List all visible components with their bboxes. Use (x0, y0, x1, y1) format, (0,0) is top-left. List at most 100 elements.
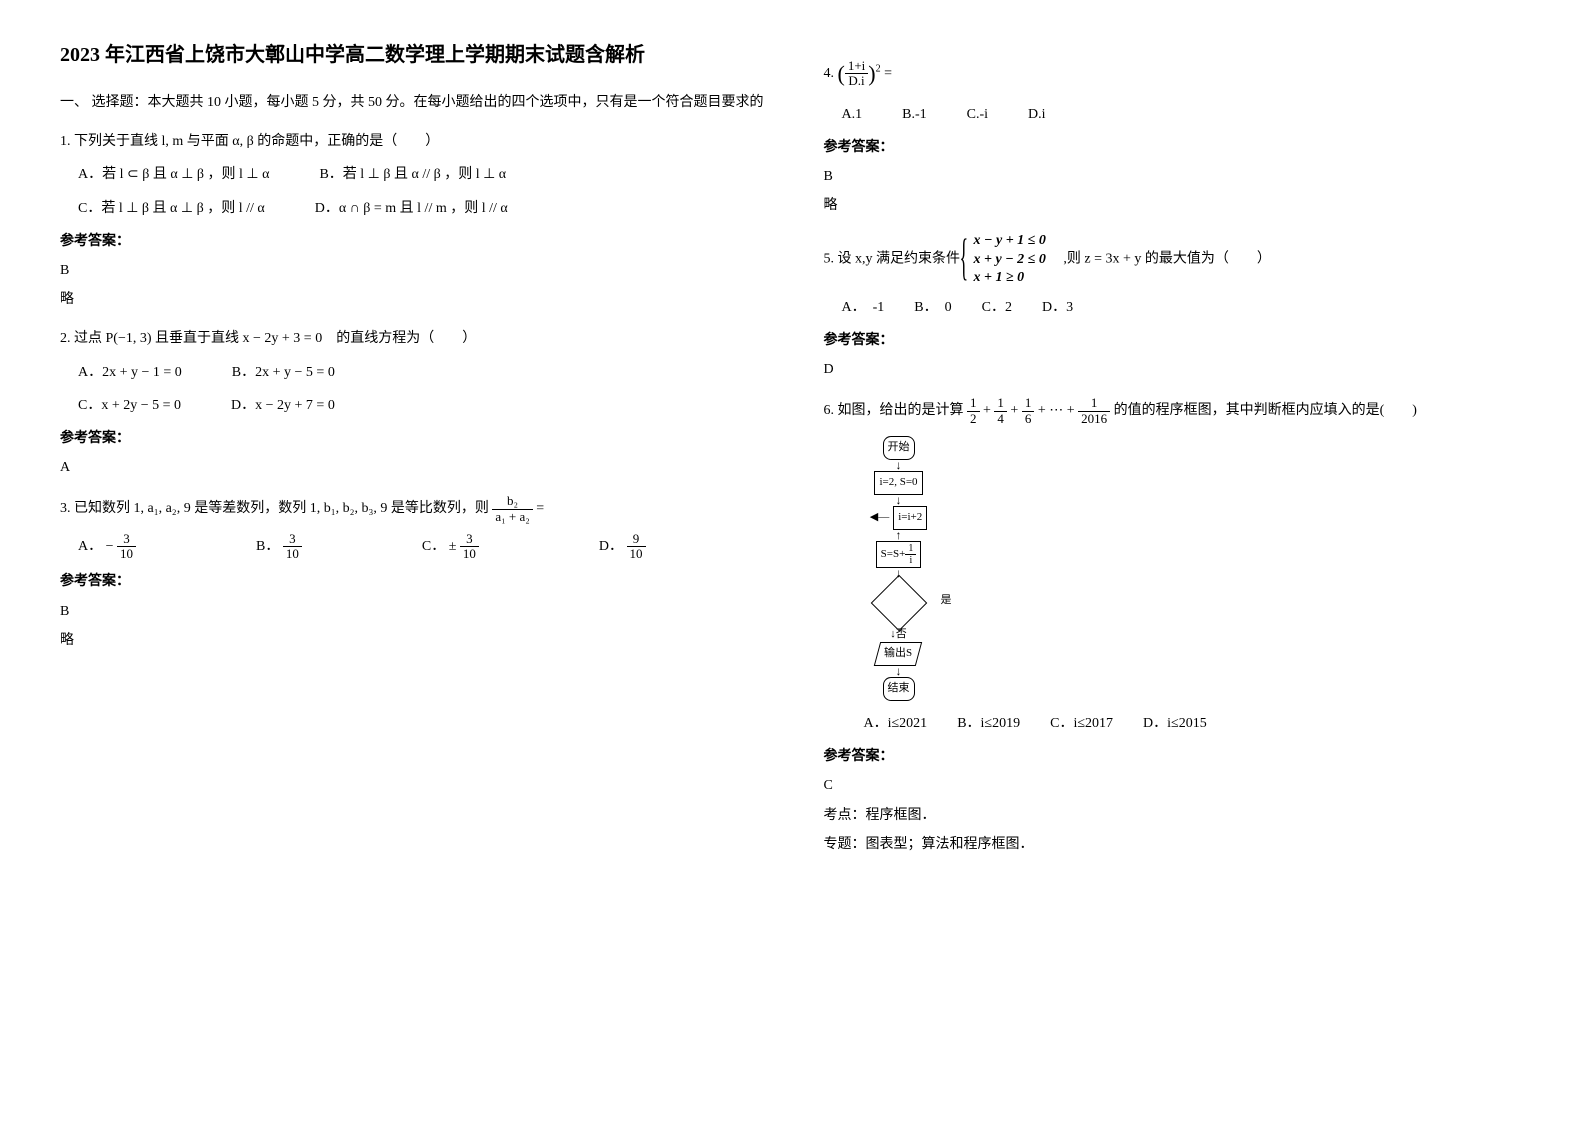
q6-s4n: 1 (1078, 396, 1110, 411)
q6-post: 的值的程序框图，其中判断框内应填入的是( ) (1114, 403, 1417, 418)
q3-opt-d: D． 910 (599, 532, 646, 562)
fc-out-text: 输出S (884, 644, 912, 664)
q3-c-d: 10 (460, 547, 479, 561)
q6-s2n: 1 (994, 396, 1007, 411)
q3-c-pre: C． (422, 539, 445, 554)
fc-decision (870, 575, 927, 632)
q3-d-n: 9 (627, 532, 646, 547)
q3-a-sign: − (106, 539, 117, 554)
exam-title: 2023 年江西省上饶市大鄣山中学高二数学理上学期期末试题含解析 (60, 40, 764, 70)
fc-arrow-6: ↓ (844, 668, 954, 675)
q3-fraction: b₂ a₁ + a₂ (492, 494, 532, 524)
q5-opt-a: A． -1 (842, 295, 885, 320)
q6-opt-c: C．i≤2017 (1050, 711, 1113, 736)
fc-arrow-2: ↓ (844, 497, 954, 504)
q5-opt-b: B． 0 (914, 295, 951, 320)
q4-stem: 4. (1+iD.i)2 = (824, 54, 1528, 94)
q3-opt-c: C． ± 310 (422, 532, 479, 562)
q1-options-2: C．若 l ⊥ β 且 α ⊥ β ，则 l // α D．α ∩ β = m … (78, 196, 764, 221)
q5-opt-d: D．3 (1042, 295, 1073, 320)
q6-s2d: 4 (994, 412, 1007, 426)
q4-opt-a: A.1 (842, 102, 863, 127)
q1-opt-c: C．若 l ⊥ β 且 α ⊥ β ，则 l // α (78, 196, 265, 221)
q3-c-sign: ± (449, 539, 460, 554)
q4-note: 略 (824, 193, 1528, 218)
q3-d-pre: D． (599, 539, 623, 554)
left-column: 2023 年江西省上饶市大鄣山中学高二数学理上学期期末试题含解析 一、 选择题：… (60, 40, 764, 861)
q5-l2: x + y − 2 ≤ 0 (974, 251, 1046, 269)
fc-arrow-1: ↓ (844, 462, 954, 469)
q4-rparen: ) (868, 61, 875, 86)
fc-step: i=i+2 (893, 506, 927, 530)
q2-opt-b: B．2x + y − 5 = 0 (232, 360, 335, 385)
q6-s3n: 1 (1022, 396, 1035, 411)
q2-answer: A (60, 455, 764, 480)
q6-opt-b: B．i≤2019 (957, 711, 1020, 736)
right-column: 4. (1+iD.i)2 = A.1 B.-1 C.-i D.i 参考答案： B… (824, 40, 1528, 861)
q4-frac: 1+iD.i (845, 59, 868, 89)
q2-opt-a: A．2x + y − 1 = 0 (78, 360, 182, 385)
q6-s1n: 1 (967, 396, 980, 411)
q4-n: 1+i (845, 59, 868, 74)
q4-options: A.1 B.-1 C.-i D.i (842, 102, 1528, 127)
q5-answer: D (824, 357, 1528, 382)
fc-output: 输出S (874, 642, 923, 666)
q2-options-2: C．x + 2y − 5 = 0 D．x − 2y + 7 = 0 (78, 393, 764, 418)
q5-opt-c: C．2 (982, 295, 1012, 320)
q3-note: 略 (60, 628, 764, 653)
q3-b-n: 3 (283, 532, 302, 547)
q4-answer-label: 参考答案： (824, 135, 1528, 160)
q5-answer-label: 参考答案： (824, 328, 1528, 353)
q6-answer-label: 参考答案： (824, 744, 1528, 769)
q3-opt-b: B． 310 (256, 532, 302, 562)
fc-start: 开始 (883, 436, 915, 460)
q6-opt-a: A．i≤2021 (864, 711, 928, 736)
q6-options: A．i≤2021 B．i≤2019 C．i≤2017 D．i≤2015 (864, 711, 1528, 736)
fc-yes: 是 (941, 591, 952, 611)
q6-dots: + ⋯ + (1038, 403, 1075, 418)
q2-opt-c: C．x + 2y − 5 = 0 (78, 393, 181, 418)
q3-b-pre: B． (256, 539, 279, 554)
q4-answer: B (824, 164, 1528, 189)
q3-answer-label: 参考答案： (60, 569, 764, 594)
q4-sup: 2 (876, 63, 881, 74)
q6-flowchart: 开始 ↓ i=2, S=0 ↓ ◀— i=i+2 ↑ S=S+1i ↓ 是 ↓ (844, 436, 954, 701)
fc-init: i=2, S=0 (874, 471, 922, 495)
q3-c-n: 3 (460, 532, 479, 547)
q2-options: A．2x + y − 1 = 0 B．2x + y − 5 = 0 (78, 360, 764, 385)
q1-opt-b: B．若 l ⊥ β 且 α // β ，则 l ⊥ α (319, 162, 506, 187)
q5-stem: 5. 设 x,y 满足约束条件 x − y + 1 ≤ 0 x + y − 2 … (824, 232, 1528, 287)
q6-kaodian: 考点：程序框图． (824, 803, 1528, 828)
q6-zhuanti: 专题：图表型；算法和程序框图． (824, 832, 1528, 857)
q5-l3: x + 1 ≥ 0 (974, 269, 1046, 287)
q6-s3d: 6 (1022, 412, 1035, 426)
q1-stem: 1. 下列关于直线 l, m 与平面 α, β 的命题中，正确的是（ ） (60, 129, 764, 154)
q3-answer: B (60, 599, 764, 624)
q1-answer: B (60, 258, 764, 283)
q5-l1: x − y + 1 ≤ 0 (974, 232, 1046, 250)
q6-answer: C (824, 773, 1528, 798)
q3-d-d: 10 (627, 547, 646, 561)
q3-frac-num: b₂ (492, 494, 532, 509)
q6-s4d: 2016 (1078, 412, 1110, 426)
q1-answer-label: 参考答案： (60, 229, 764, 254)
q4-opt-b: B.-1 (902, 102, 927, 127)
q4-opt-d: D.i (1028, 102, 1046, 127)
q2-stem: 2. 过点 P(−1, 3) 且垂直于直线 x − 2y + 3 = 0 的直线… (60, 326, 764, 351)
fc-merge-arrow: ◀— (870, 508, 889, 528)
fc-end: 结束 (883, 677, 915, 701)
q2-opt-d: D．x − 2y + 7 = 0 (231, 393, 335, 418)
q3-b-d: 10 (283, 547, 302, 561)
q4-lparen: ( (838, 61, 845, 86)
q3-a-d: 10 (117, 547, 136, 561)
q5-mid: ,则 z = 3x + y 的最大值为（ ） (1049, 252, 1271, 267)
q6-stem: 6. 如图，给出的是计算 12 + 14 + 16 + ⋯ + 12016 的值… (824, 396, 1528, 426)
q3-a-n: 3 (117, 532, 136, 547)
q6-opt-d: D．i≤2015 (1143, 711, 1207, 736)
q3-frac-den: a₁ + a₂ (492, 510, 532, 524)
q3-stem: 3. 已知数列 1, a₁, a₂, 9 是等差数列，数列 1, b₁, b₂,… (60, 494, 764, 524)
q4-tail: = (884, 66, 892, 81)
q4-pre: 4. (824, 66, 838, 81)
q6-s1d: 2 (967, 412, 980, 426)
q6-pre: 6. 如图，给出的是计算 (824, 403, 968, 418)
